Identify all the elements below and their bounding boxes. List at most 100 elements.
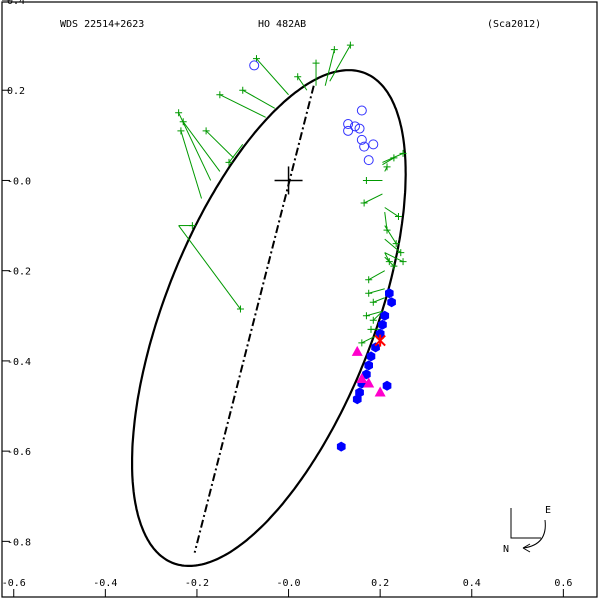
compass-arrowhead-icon xyxy=(522,543,531,553)
micrometer-residual xyxy=(384,252,390,262)
micrometer-point xyxy=(369,316,377,324)
wds-label: WDS 22514+2623 xyxy=(60,19,144,30)
micrometer-point xyxy=(294,73,302,81)
micrometer-residual xyxy=(382,157,395,166)
x-tick-label: -0.0 xyxy=(277,578,301,589)
x-tick-label: -0.6 xyxy=(2,578,26,589)
filled-hexagon-point xyxy=(387,297,396,308)
micrometer-point xyxy=(390,262,398,270)
micrometer-point xyxy=(392,240,400,248)
y-tick-label: -0.6 xyxy=(7,447,31,458)
micrometer-point xyxy=(369,298,377,306)
micrometer-residual xyxy=(373,297,385,303)
filled-hexagon-point xyxy=(366,351,376,362)
micrometer-point xyxy=(236,305,244,313)
open-circle-point xyxy=(343,125,354,136)
y-tick-label: 0.4 xyxy=(7,0,25,7)
micrometer-point xyxy=(360,199,368,207)
micrometer-point xyxy=(390,154,398,162)
filled-hexagon-point xyxy=(380,310,390,321)
compass-curve-icon xyxy=(522,519,546,549)
y-tick-label: -0.2 xyxy=(7,267,31,278)
compass-east-label: E xyxy=(545,505,551,516)
triangle-point xyxy=(363,377,375,388)
observations xyxy=(175,41,407,452)
micrometer-point xyxy=(365,289,373,297)
micrometer-residual xyxy=(178,112,212,181)
micrometer-residual xyxy=(368,288,385,294)
micrometer-residual xyxy=(242,89,276,109)
micrometer-point xyxy=(216,91,224,99)
micrometer-residual xyxy=(368,270,385,281)
triangle-point xyxy=(351,345,363,356)
micrometer-residual xyxy=(178,225,241,310)
axes: -0.6 -0.4 -0.2 -0.0 0.2 0.4 0.6 0.4 0.2 -0.0 -0.2 -… xyxy=(2,0,572,597)
micrometer-point xyxy=(397,249,405,257)
system-label: HO 482AB xyxy=(258,19,306,30)
micrometer-point xyxy=(239,86,247,94)
reference-label: (Sca2012) xyxy=(487,19,541,30)
compass: E N xyxy=(503,505,551,555)
micrometer-point xyxy=(394,213,402,221)
micrometer-residual xyxy=(384,238,402,254)
triangle-point xyxy=(374,386,386,397)
micrometer-point xyxy=(399,258,407,266)
micrometer-residual xyxy=(228,144,244,163)
filled-hexagon-point xyxy=(336,441,346,452)
micrometer-point xyxy=(383,163,391,171)
micrometer-point xyxy=(367,325,375,333)
open-circle-point xyxy=(356,105,367,116)
filled-hexagon-point xyxy=(385,288,394,299)
micrometer-point xyxy=(346,41,354,49)
micrometer-point xyxy=(175,109,183,117)
open-circle-point xyxy=(343,119,354,130)
open-circle-point xyxy=(368,139,379,150)
micrometer-residual xyxy=(256,58,289,96)
orbit-ellipse xyxy=(131,69,407,567)
micrometer-residual xyxy=(363,193,383,204)
micrometer-residual xyxy=(384,252,404,263)
micrometer-residual xyxy=(384,256,395,267)
filled-hexagon-point xyxy=(375,328,385,339)
x-tick-label: 0.4 xyxy=(463,578,481,589)
orbit xyxy=(131,69,407,567)
filled-hexagon-point xyxy=(364,360,373,371)
y-tick-label: -0.4 xyxy=(7,357,31,368)
x-tick-label: -0.2 xyxy=(185,578,209,589)
compass-north-label: N xyxy=(503,544,509,555)
y-tick-label: -0.0 xyxy=(7,176,31,187)
open-circle-point xyxy=(354,123,365,134)
open-circle-point xyxy=(356,134,367,145)
open-circle-point xyxy=(363,155,374,166)
micrometer-residual xyxy=(180,130,203,199)
micrometer-residual xyxy=(219,94,266,118)
micrometer-residual xyxy=(384,207,399,217)
open-circle-point xyxy=(349,121,360,132)
micrometer-point xyxy=(177,127,185,135)
micrometer-residual xyxy=(384,225,397,244)
filled-hexagon-point xyxy=(352,394,362,405)
y-tick-label: -0.8 xyxy=(7,537,31,548)
micrometer-residual xyxy=(366,310,383,317)
y-tick-label: 0.2 xyxy=(7,86,25,97)
x-tick-label: -0.4 xyxy=(93,578,117,589)
micrometer-point xyxy=(362,312,370,320)
micrometer-point xyxy=(399,149,407,157)
micrometer-residual xyxy=(329,44,351,82)
micrometer-point xyxy=(330,46,338,54)
micrometer-point xyxy=(362,176,370,184)
micrometer-residual xyxy=(372,310,383,321)
open-circle-point xyxy=(249,60,260,71)
micrometer-point xyxy=(188,222,196,230)
micrometer-residual xyxy=(297,76,308,91)
micrometer-point xyxy=(312,59,320,67)
open-circle-point xyxy=(359,141,370,152)
filled-hexagon-point xyxy=(371,342,380,353)
filled-hexagon-point xyxy=(382,380,392,391)
micrometer-residual xyxy=(324,49,335,86)
x-tick-label: 0.2 xyxy=(371,578,389,589)
filled-hexagon-point xyxy=(362,369,371,380)
micrometer-residual xyxy=(205,130,234,159)
